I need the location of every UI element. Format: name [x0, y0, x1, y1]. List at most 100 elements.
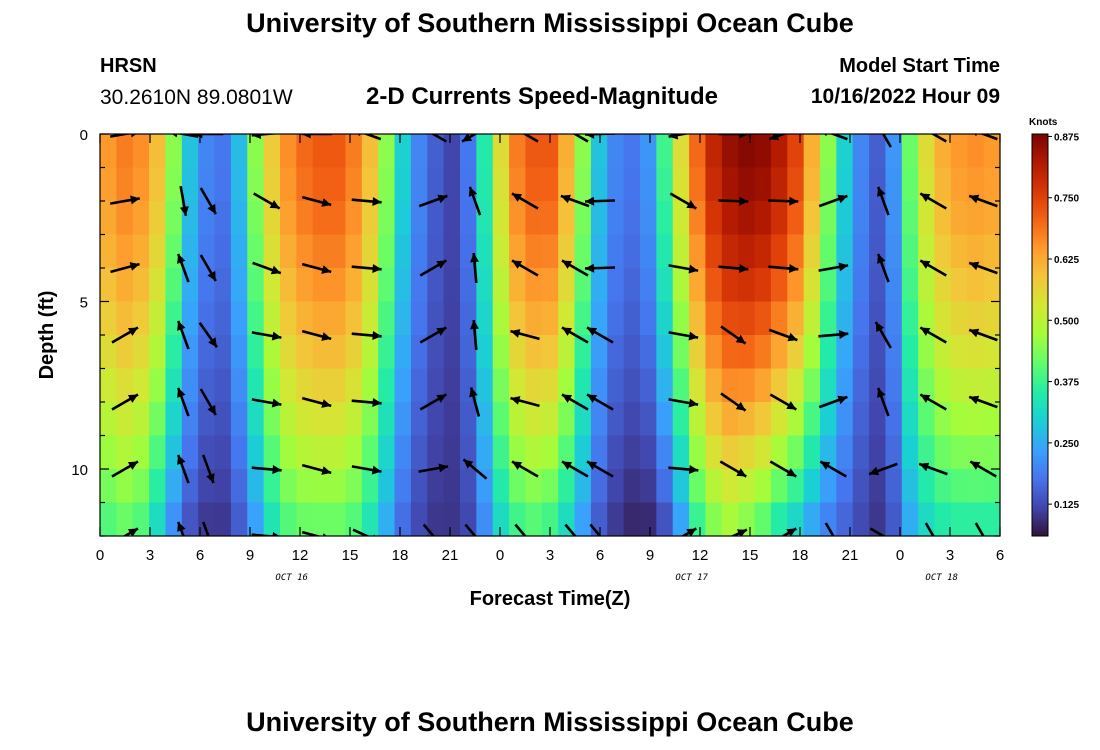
heat-cell [787, 167, 805, 202]
heat-cell [803, 268, 821, 303]
current-vector [109, 195, 141, 205]
heat-cell [476, 402, 494, 437]
heat-cell [820, 368, 837, 403]
heat-cell [640, 368, 657, 403]
heat-cell [607, 435, 625, 470]
current-vector [586, 393, 614, 411]
heat-cell [361, 435, 379, 470]
heat-cell [738, 134, 756, 169]
heat-cell [149, 402, 167, 437]
heat-cell [558, 335, 576, 370]
current-vector [301, 134, 332, 139]
heat-cell [492, 368, 510, 403]
heat-cell [623, 167, 641, 202]
heat-cell [934, 234, 952, 269]
heat-cell [869, 268, 887, 303]
heat-cell [721, 435, 739, 470]
heat-cell [329, 268, 347, 303]
heat-cell [803, 368, 821, 403]
y-tick-label: 10 [71, 462, 88, 479]
heat-cell [967, 502, 985, 536]
heat-cell [656, 469, 674, 504]
heat-cell [312, 368, 330, 403]
heat-cell [590, 301, 608, 336]
heat-cell [329, 134, 347, 169]
heat-cell [983, 435, 1000, 470]
heat-cell [149, 134, 167, 169]
heat-cell [934, 435, 952, 470]
heat-cell [378, 167, 396, 202]
heat-cell [738, 368, 756, 403]
x-tick-label: 9 [246, 547, 254, 564]
heat-cell [656, 134, 674, 169]
heat-cell [820, 402, 837, 437]
current-vector [919, 192, 947, 210]
heat-cell [214, 201, 232, 236]
heat-cell [640, 435, 657, 470]
heat-cell [558, 167, 576, 202]
current-vector [818, 330, 849, 339]
heat-cell [476, 167, 494, 202]
current-vector [462, 458, 488, 480]
current-vector [176, 521, 186, 536]
heat-cell [950, 167, 968, 202]
heat-cell [754, 201, 772, 236]
heat-cell [280, 502, 297, 536]
current-vector [718, 196, 749, 206]
current-vector [111, 326, 139, 344]
heat-cell [820, 234, 837, 269]
current-vector [351, 331, 382, 340]
heat-cell [950, 134, 968, 169]
heat-cell [541, 469, 559, 504]
current-vector [199, 388, 217, 416]
day-label: OCT 18 [925, 573, 958, 583]
heat-cell [296, 268, 314, 303]
heat-cell [410, 268, 428, 303]
current-vector [818, 395, 848, 409]
heat-cell [230, 469, 248, 504]
heat-cell [950, 234, 968, 269]
heat-cell [689, 502, 707, 536]
heat-cell [754, 502, 772, 536]
current-vector [919, 326, 947, 344]
current-vector [301, 329, 332, 341]
heat-cell [230, 435, 248, 470]
heat-cell [738, 402, 756, 437]
current-vector [974, 522, 985, 536]
heat-cell [640, 234, 657, 269]
heat-cell [918, 368, 936, 403]
current-vector [919, 259, 947, 277]
heat-cell [361, 167, 379, 202]
heat-cell [280, 268, 297, 303]
heat-cell [116, 435, 134, 470]
heat-cell [967, 201, 985, 236]
heat-cell [885, 435, 903, 470]
heat-cell [934, 368, 952, 403]
heat-cell [950, 268, 968, 303]
heat-cell [492, 402, 510, 437]
heat-cell [770, 335, 788, 370]
current-vector [251, 465, 282, 474]
heat-cell [410, 234, 428, 269]
heat-cell [492, 268, 510, 303]
current-vector [668, 331, 699, 341]
current-vector [510, 396, 540, 408]
heat-cell [656, 335, 674, 370]
heat-cell [100, 502, 117, 536]
heat-cell [656, 368, 674, 403]
heat-cell [394, 134, 412, 169]
heat-cell [950, 402, 968, 437]
heat-cell [476, 502, 494, 536]
heat-cell [590, 234, 608, 269]
heat-cell [738, 167, 756, 202]
current-vector [422, 523, 436, 536]
heat-cell [427, 502, 445, 536]
heat-cell [476, 435, 494, 470]
heat-cell [263, 368, 281, 403]
colorbar-tick-label: 0.875 [1054, 132, 1079, 143]
heat-cell [361, 234, 379, 269]
current-vector [918, 462, 948, 476]
heat-cell [885, 201, 903, 236]
heat-cell [198, 134, 216, 169]
heat-cell [541, 167, 559, 202]
